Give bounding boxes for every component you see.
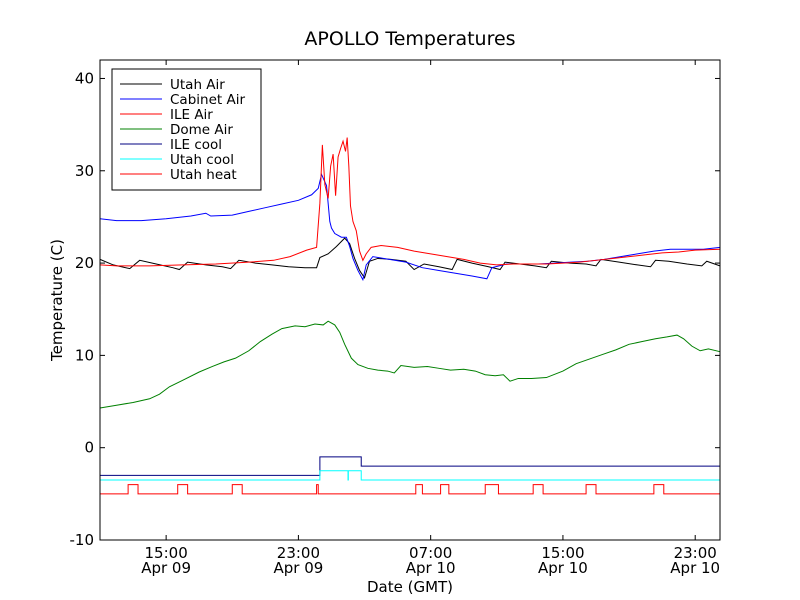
y-tick-label: 0 xyxy=(84,439,94,457)
y-tick-label: 30 xyxy=(75,162,94,180)
plot-frame xyxy=(99,59,721,541)
series-line-dome-air xyxy=(99,320,721,409)
y-axis-label: Temperature (C) xyxy=(48,239,66,362)
x-tick-label-date: Apr 10 xyxy=(538,559,588,577)
series-line-utah-heat xyxy=(100,484,720,495)
x-tick-label-date: Apr 10 xyxy=(406,559,456,577)
x-tick-label-time: 15:00 xyxy=(541,544,584,562)
legend-label-utah-cool: Utah cool xyxy=(170,152,234,168)
series-line-ile-air xyxy=(99,137,721,267)
legend-label-ile-air: ILE Air xyxy=(170,107,213,123)
series-line-utah-cool xyxy=(100,470,720,481)
legend-label-utah-air: Utah Air xyxy=(170,77,225,93)
legend-label-cabinet-air: Cabinet Air xyxy=(170,92,245,108)
y-tick-label: 10 xyxy=(75,346,94,364)
legend-label-ile-cool: ILE cool xyxy=(170,137,222,153)
series-line-ile-cool xyxy=(100,456,720,476)
y-tick-label: 40 xyxy=(75,69,94,87)
legend-label-dome-air: Dome Air xyxy=(170,122,233,138)
x-tick-label-date: Apr 10 xyxy=(670,559,720,577)
chart-title: APOLLO Temperatures xyxy=(304,28,515,50)
x-tick-label-date: Apr 09 xyxy=(273,559,323,577)
legend-label-utah-heat: Utah heat xyxy=(170,167,237,183)
x-tick-label-date: Apr 09 xyxy=(141,559,191,577)
x-axis-label: Date (GMT) xyxy=(367,578,453,596)
x-tick-label-time: 23:00 xyxy=(674,544,717,562)
y-tick-label: 20 xyxy=(75,254,94,272)
x-tick-label-time: 23:00 xyxy=(277,544,320,562)
x-tick-label-time: 15:00 xyxy=(145,544,188,562)
x-tick-label-time: 07:00 xyxy=(409,544,452,562)
y-tick-label: -10 xyxy=(70,531,95,549)
series-layer xyxy=(99,137,721,495)
